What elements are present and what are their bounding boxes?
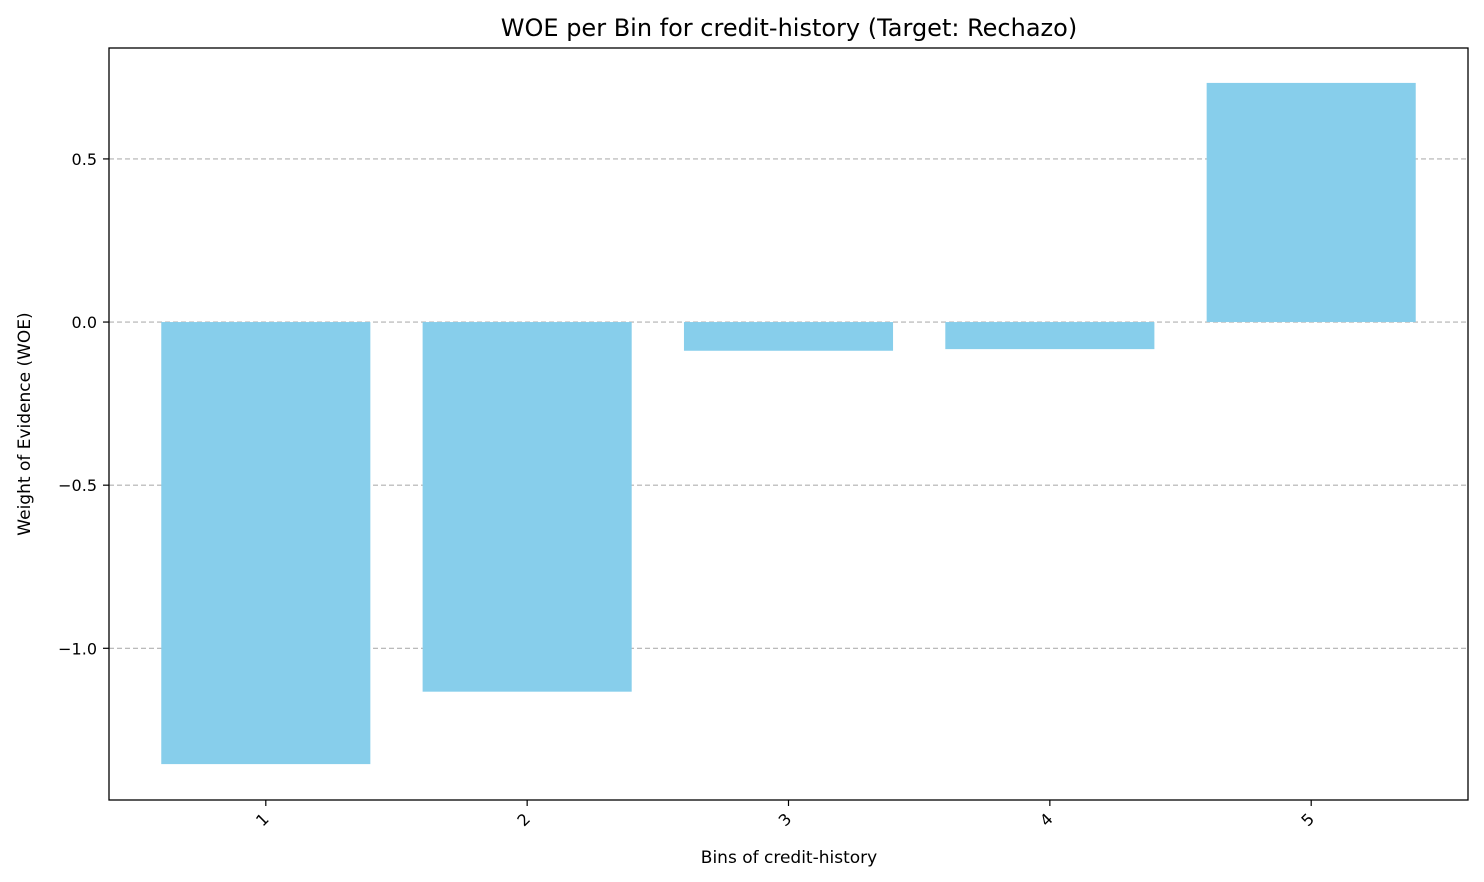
y-tick-label: −0.5 <box>58 476 97 495</box>
chart-title: WOE per Bin for credit-history (Target: … <box>501 14 1077 42</box>
y-tick-label: −1.0 <box>58 639 97 658</box>
bar-1 <box>161 322 371 765</box>
bar-5 <box>1206 82 1416 323</box>
x-tick-label: 3 <box>775 809 796 830</box>
x-tick-label: 4 <box>1036 809 1057 830</box>
x-axis-title: Bins of credit-history <box>701 848 877 868</box>
x-tick-label: 2 <box>513 809 534 830</box>
y-axis-title: Weight of Evidence (WOE) <box>15 312 35 535</box>
x-tick-label: 5 <box>1297 809 1318 830</box>
y-tick-label: 0.5 <box>72 150 97 169</box>
bar-3 <box>683 322 894 351</box>
bar-4 <box>945 322 1155 350</box>
y-axis-ticks: 0.5 0.0 −0.5 −1.0 <box>58 150 109 658</box>
bar-2 <box>422 322 632 692</box>
x-tick-label: 1 <box>252 809 273 830</box>
x-axis-ticks: 1 2 3 4 5 <box>252 800 1318 830</box>
y-tick-label: 0.0 <box>72 313 97 332</box>
bars <box>161 82 1416 765</box>
